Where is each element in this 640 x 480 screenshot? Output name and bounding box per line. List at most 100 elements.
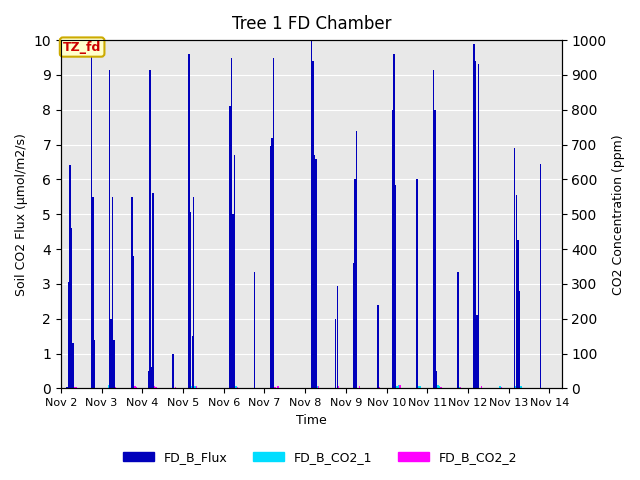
Bar	[434, 110, 436, 388]
Bar	[419, 387, 420, 388]
Bar	[71, 228, 72, 388]
Bar	[457, 272, 458, 388]
Bar	[237, 387, 238, 388]
Bar	[419, 386, 420, 388]
Bar	[417, 180, 418, 388]
Bar	[540, 164, 541, 388]
Bar	[74, 387, 76, 388]
Bar	[229, 106, 230, 388]
Bar	[175, 387, 177, 388]
Bar	[154, 386, 155, 388]
Bar	[398, 385, 399, 388]
Bar	[152, 387, 154, 388]
Bar	[152, 193, 154, 388]
Bar	[437, 385, 438, 388]
Bar	[113, 339, 115, 388]
Bar	[437, 385, 438, 388]
Bar	[232, 214, 234, 388]
Bar	[478, 64, 479, 388]
Bar	[458, 387, 460, 388]
Bar	[156, 387, 157, 388]
Bar	[67, 386, 68, 388]
Bar	[188, 54, 190, 388]
Bar	[68, 282, 69, 388]
Bar	[230, 58, 232, 388]
Bar	[515, 386, 517, 388]
Bar	[111, 386, 113, 388]
Bar	[133, 256, 134, 388]
Bar	[312, 61, 314, 388]
Bar	[399, 385, 401, 388]
Bar	[234, 155, 235, 388]
Text: TZ_fd: TZ_fd	[63, 40, 101, 54]
Bar	[433, 70, 434, 388]
Bar	[70, 386, 72, 388]
Bar	[193, 197, 195, 388]
Legend: FD_B_Flux, FD_B_CO2_1, FD_B_CO2_2: FD_B_Flux, FD_B_CO2_1, FD_B_CO2_2	[118, 446, 522, 469]
Bar	[235, 387, 237, 388]
Bar	[436, 386, 437, 388]
Bar	[230, 386, 232, 388]
Bar	[172, 353, 173, 388]
Bar	[271, 138, 273, 388]
Bar	[356, 131, 357, 388]
Bar	[353, 263, 354, 388]
Bar	[516, 195, 517, 388]
Bar	[315, 386, 316, 388]
Bar	[317, 386, 318, 388]
Bar	[500, 386, 502, 388]
Bar	[476, 315, 478, 388]
Bar	[318, 386, 319, 388]
Bar	[72, 343, 74, 388]
Bar	[195, 386, 196, 388]
Bar	[111, 197, 113, 388]
Bar	[277, 386, 279, 388]
Bar	[274, 387, 276, 388]
Bar	[398, 385, 399, 388]
Bar	[115, 387, 116, 388]
Bar	[134, 386, 136, 388]
Bar	[440, 387, 442, 388]
Bar	[514, 148, 515, 388]
Bar	[317, 386, 318, 388]
Bar	[190, 213, 191, 388]
Bar	[109, 70, 110, 388]
Title: Tree 1 FD Chamber: Tree 1 FD Chamber	[232, 15, 391, 33]
Bar	[353, 386, 354, 388]
Bar	[94, 339, 95, 388]
Bar	[499, 385, 500, 388]
Bar	[191, 386, 193, 388]
Bar	[69, 386, 70, 388]
Bar	[474, 44, 475, 388]
X-axis label: Time: Time	[296, 414, 326, 427]
Bar	[253, 272, 255, 388]
Bar	[136, 387, 137, 388]
Bar	[479, 387, 481, 388]
Bar	[196, 386, 197, 388]
Bar	[436, 371, 437, 388]
Bar	[273, 58, 275, 388]
Bar	[270, 146, 271, 388]
Bar	[315, 386, 317, 388]
Bar	[377, 305, 379, 388]
Bar	[108, 385, 110, 388]
Bar	[69, 386, 70, 388]
Bar	[354, 386, 355, 388]
Bar	[234, 386, 235, 388]
Bar	[392, 110, 394, 388]
Bar	[475, 61, 476, 388]
Bar	[355, 180, 356, 388]
Bar	[232, 386, 234, 388]
Y-axis label: Soil CO2 Flux (μmol/m2/s): Soil CO2 Flux (μmol/m2/s)	[15, 133, 28, 296]
Bar	[520, 386, 522, 388]
Bar	[110, 319, 111, 388]
Bar	[335, 319, 337, 388]
Bar	[394, 54, 395, 388]
Bar	[396, 386, 398, 388]
Bar	[517, 240, 518, 388]
Bar	[69, 166, 71, 388]
Bar	[460, 387, 461, 388]
Bar	[314, 155, 315, 388]
Bar	[271, 385, 273, 388]
Bar	[418, 386, 419, 388]
